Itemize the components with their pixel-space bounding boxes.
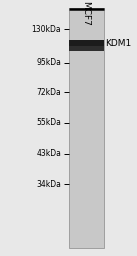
Text: 43kDa: 43kDa — [36, 149, 61, 158]
Text: KDM1: KDM1 — [105, 39, 131, 48]
Text: 95kDa: 95kDa — [36, 58, 61, 67]
Text: 130kDa: 130kDa — [32, 25, 61, 34]
Bar — [69, 8, 104, 248]
Text: MCF7: MCF7 — [81, 1, 90, 26]
Bar — [69, 46, 104, 51]
Text: 72kDa: 72kDa — [36, 88, 61, 97]
Bar — [69, 40, 104, 46]
Text: 34kDa: 34kDa — [36, 180, 61, 189]
Text: 55kDa: 55kDa — [36, 118, 61, 127]
